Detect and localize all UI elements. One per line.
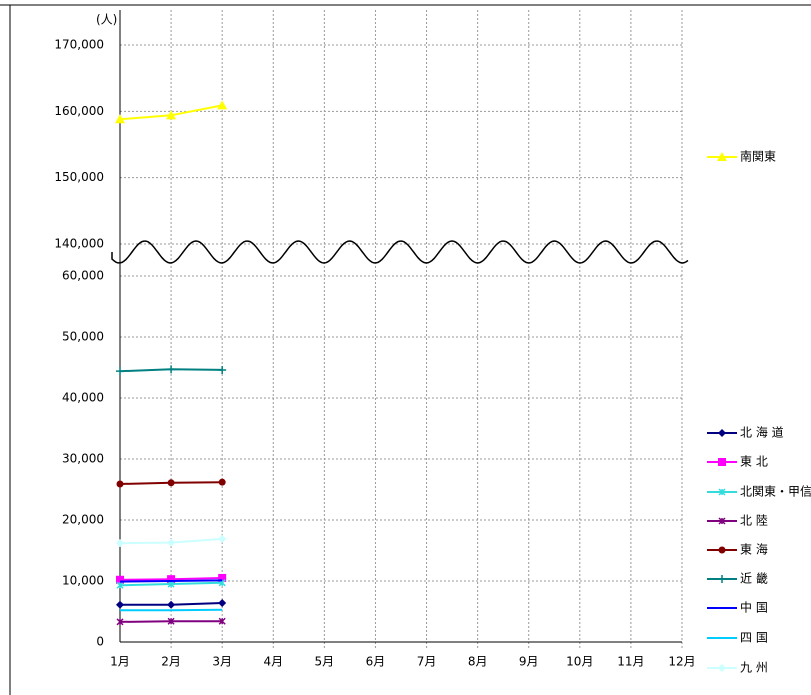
marker xyxy=(218,365,227,374)
x-tick-label: 4月 xyxy=(263,655,283,669)
y-tick-label: 160,000 xyxy=(54,104,104,118)
marker xyxy=(116,480,124,488)
marker xyxy=(167,479,175,487)
legend-label: 北 海 道 xyxy=(740,425,784,440)
series-line xyxy=(119,579,223,583)
marker xyxy=(718,458,726,466)
legend-label: 九 州 xyxy=(740,661,768,675)
legend-label: 北 陸 xyxy=(740,514,768,528)
marker xyxy=(167,600,176,609)
marker xyxy=(718,488,726,496)
marker xyxy=(218,534,227,543)
legend-label: 北関東・甲信 xyxy=(740,485,811,499)
marker xyxy=(116,367,124,376)
legend-label: 四 国 xyxy=(740,631,768,645)
marker xyxy=(718,429,726,437)
x-tick-label: 2月 xyxy=(161,655,181,669)
marker xyxy=(167,365,176,374)
y-tick-label: 140,000 xyxy=(54,237,104,251)
x-tick-label: 1月 xyxy=(110,655,130,669)
marker xyxy=(167,580,175,588)
x-tick-label: 6月 xyxy=(366,655,386,669)
legend-label: 東 海 xyxy=(740,542,768,557)
marker xyxy=(116,600,124,609)
legend-label: 南関東 xyxy=(740,149,776,164)
marker xyxy=(718,664,726,672)
y-tick-label: 150,000 xyxy=(54,170,104,184)
marker xyxy=(718,517,726,525)
marker xyxy=(115,114,125,124)
marker xyxy=(116,539,124,548)
x-tick-label: 12月 xyxy=(668,655,695,669)
y-tick-label: 30,000 xyxy=(62,452,104,466)
y-axis-label: (人) xyxy=(96,13,117,27)
marker xyxy=(218,598,227,607)
y-tick-label: 40,000 xyxy=(62,391,104,405)
x-tick-label: 3月 xyxy=(212,655,232,669)
marker xyxy=(116,581,124,589)
marker xyxy=(718,546,726,554)
marker xyxy=(167,617,175,625)
marker xyxy=(218,478,226,486)
y-tick-label: 10,000 xyxy=(62,574,104,588)
y-tick-label: 0 xyxy=(96,635,104,649)
x-tick-label: 10月 xyxy=(566,655,593,669)
marker xyxy=(717,152,727,161)
series-line xyxy=(120,608,223,612)
marker xyxy=(217,100,228,110)
axis-break xyxy=(111,240,689,264)
legend-label: 中 国 xyxy=(740,600,768,615)
marker xyxy=(218,573,227,582)
legend-label: 東 北 xyxy=(740,455,768,469)
y-tick-label: 60,000 xyxy=(62,269,104,283)
x-tick-label: 9月 xyxy=(519,655,539,669)
marker xyxy=(116,618,124,626)
x-tick-label: 8月 xyxy=(468,655,488,669)
y-tick-label: 50,000 xyxy=(62,330,104,344)
y-tick-label: 20,000 xyxy=(62,513,104,527)
x-tick-label: 5月 xyxy=(315,655,335,669)
marker xyxy=(116,575,124,584)
x-tick-label: 11月 xyxy=(617,655,644,669)
marker xyxy=(218,617,226,625)
marker xyxy=(718,575,726,583)
y-tick-label: 170,000 xyxy=(54,38,104,52)
marker xyxy=(167,538,176,547)
marker xyxy=(166,110,177,120)
marker xyxy=(167,575,176,584)
legend-label: 近 畿 xyxy=(740,572,768,586)
x-tick-label: 7月 xyxy=(417,655,437,669)
